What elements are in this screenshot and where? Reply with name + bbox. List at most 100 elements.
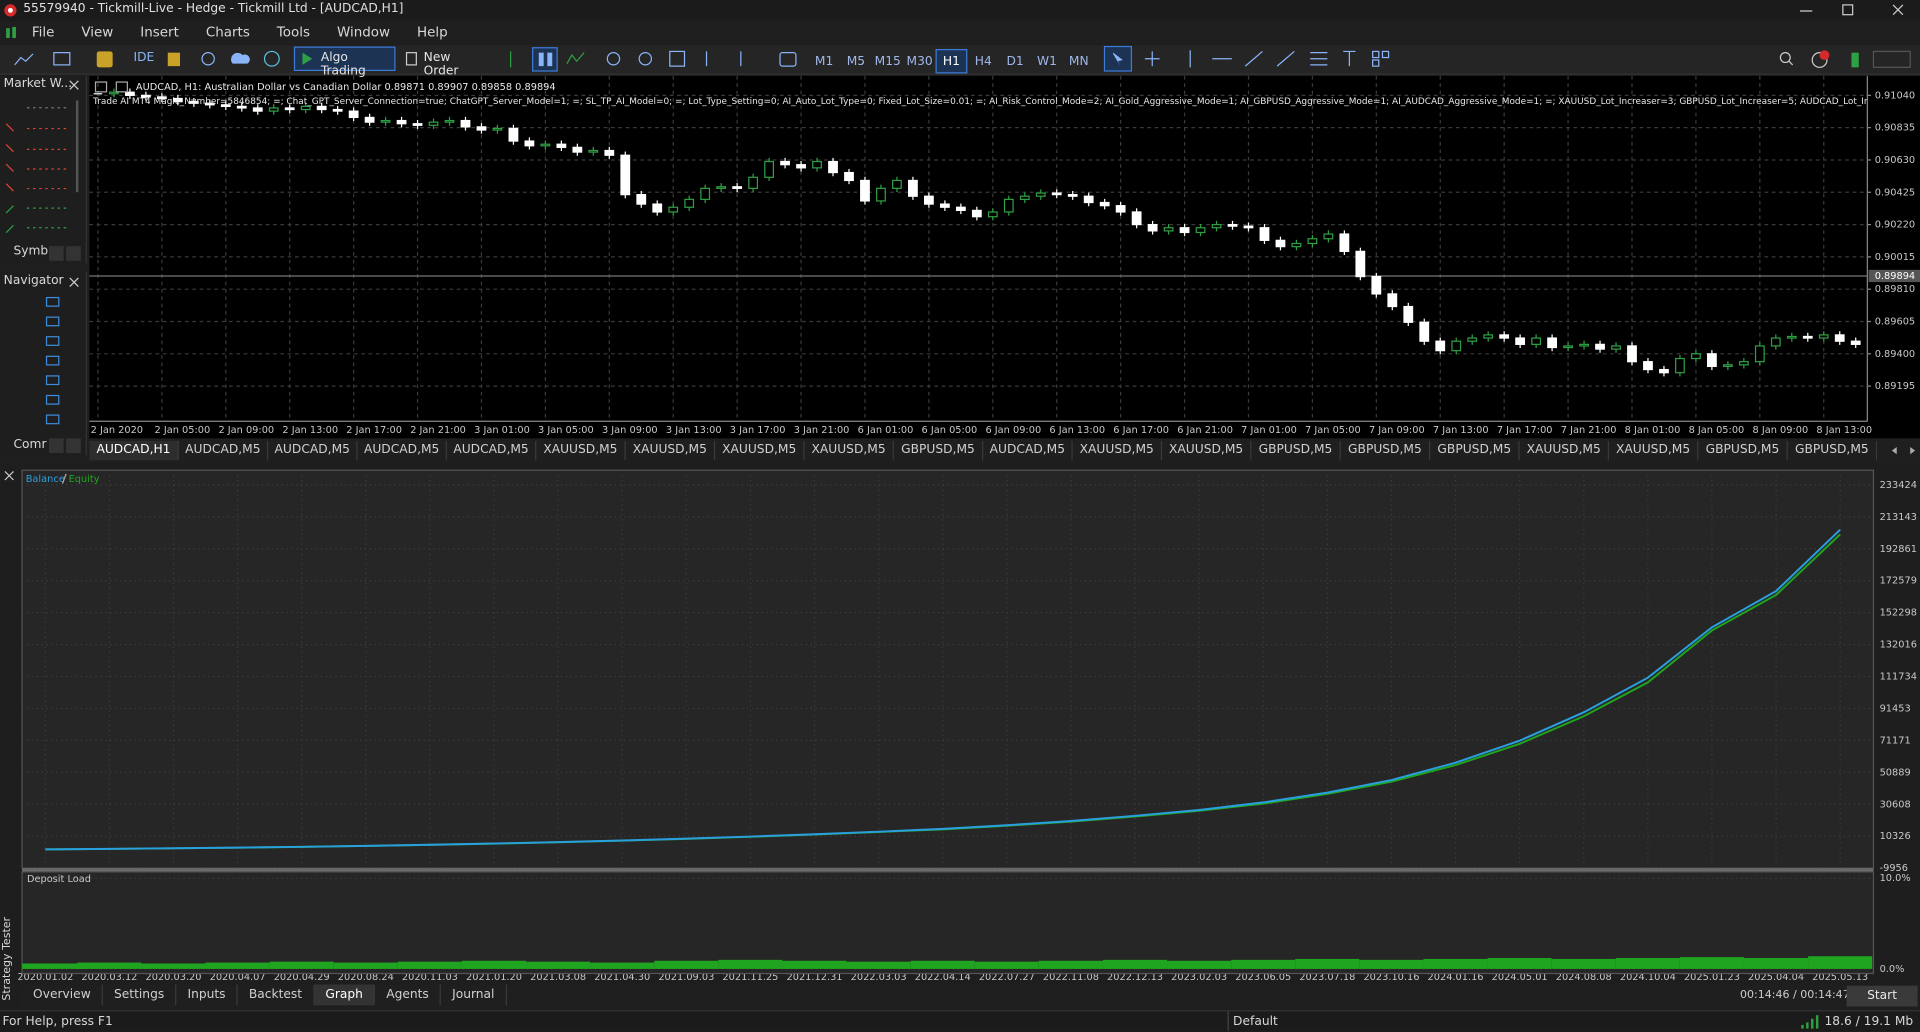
y-tick-label: 0.90835 bbox=[1875, 123, 1915, 134]
x-tick-label: 3 Jan 01:00 bbox=[474, 425, 530, 436]
chart-tab[interactable]: GBPUSD,M5 bbox=[1341, 440, 1431, 461]
title-bar: 55579940 - Tickmill-Live - Hedge - Tickm… bbox=[0, 0, 1920, 21]
menu-item[interactable]: Charts bbox=[205, 24, 250, 41]
chart-tab[interactable]: GBPUSD,M5 bbox=[1251, 440, 1341, 461]
candle bbox=[1067, 194, 1078, 197]
timeframe-button[interactable]: M1 bbox=[814, 55, 834, 69]
chart-tab[interactable]: AUDCAD,M5 bbox=[179, 440, 269, 461]
tester-tab[interactable]: Agents bbox=[375, 984, 442, 1006]
chart-tab[interactable]: XAUUSD,M5 bbox=[1162, 440, 1252, 461]
menu-item[interactable]: Help bbox=[416, 24, 448, 41]
chart-tab[interactable]: GBPUSD,M5 bbox=[894, 440, 984, 461]
candle bbox=[1387, 293, 1398, 308]
tab-scroll[interactable] bbox=[1877, 441, 1920, 461]
candle bbox=[348, 110, 359, 119]
timeframe-button[interactable]: M15 bbox=[874, 55, 901, 69]
window-controls[interactable] bbox=[1788, 0, 1920, 21]
y-tick-label: 192861 bbox=[1880, 544, 1917, 555]
new-order-button[interactable]: New Order bbox=[402, 47, 488, 78]
legend-entry: Balance bbox=[26, 474, 65, 485]
candle bbox=[188, 101, 199, 104]
x-tick-label: 7 Jan 17:00 bbox=[1497, 425, 1553, 436]
tester-tab[interactable]: Graph bbox=[314, 984, 376, 1006]
timeframe-button[interactable]: W1 bbox=[1036, 55, 1057, 69]
timeframe-button[interactable]: M30 bbox=[906, 55, 933, 69]
toolbar-icons-2 bbox=[510, 47, 797, 72]
candle bbox=[284, 107, 295, 111]
chart-tab[interactable]: AUDCAD,H1 bbox=[89, 440, 179, 461]
y-tick-label: 0.89810 bbox=[1875, 284, 1915, 295]
tester-tab[interactable]: Backtest bbox=[238, 984, 315, 1006]
algo-trading-button[interactable]: Algo Trading bbox=[293, 46, 396, 78]
chart-tab[interactable]: AUDCAD,M5 bbox=[268, 440, 358, 461]
chart-tab[interactable]: XAUUSD,M5 bbox=[1073, 440, 1163, 461]
bar bbox=[1551, 958, 1616, 969]
chart-tab[interactable]: XAUUSD,M5 bbox=[1609, 440, 1699, 461]
candle bbox=[380, 119, 391, 123]
candle bbox=[524, 140, 535, 147]
tester-close[interactable] bbox=[0, 463, 18, 487]
toolbar-right bbox=[1779, 50, 1911, 68]
y-tick-label: 71171 bbox=[1880, 735, 1911, 746]
x-tick-label: 6 Jan 13:00 bbox=[1049, 425, 1105, 436]
candle bbox=[892, 179, 902, 189]
chart-tab[interactable]: XAUUSD,M5 bbox=[536, 440, 626, 461]
candle bbox=[332, 108, 343, 112]
chart-tab[interactable]: GBPUSD,M5 bbox=[1698, 440, 1788, 461]
tester-tabs: Overview Settings Inputs Backtest Graph Agent… bbox=[22, 984, 507, 1006]
timeframe-button[interactable]: H1 bbox=[935, 48, 968, 74]
menu-item[interactable]: File bbox=[31, 24, 55, 41]
bar bbox=[1487, 958, 1552, 969]
chart-tab[interactable]: XAUUSD,M5 bbox=[715, 440, 805, 461]
menu-item[interactable]: Window bbox=[336, 24, 391, 41]
chart-tab[interactable]: XAUUSD,M5 bbox=[1520, 440, 1609, 461]
candle bbox=[764, 160, 775, 178]
candle bbox=[860, 179, 870, 202]
y-tick-label: 213143 bbox=[1880, 512, 1917, 523]
chart-tab[interactable]: AUDCAD,M5 bbox=[983, 440, 1073, 461]
x-tick-label: 8 Jan 05:00 bbox=[1689, 425, 1745, 436]
menu-item[interactable]: Insert bbox=[140, 24, 179, 41]
candle bbox=[812, 160, 822, 169]
chart-tab[interactable]: GBPUSD,M5 bbox=[1430, 440, 1520, 461]
menu-item[interactable]: Tools bbox=[276, 24, 311, 41]
candle bbox=[252, 107, 263, 112]
x-tick-label: 2020.03.20 bbox=[146, 972, 202, 983]
candle bbox=[620, 154, 631, 196]
chart-tab[interactable]: XAUUSD,M5 bbox=[626, 440, 716, 461]
candle bbox=[1435, 340, 1446, 352]
bar bbox=[1231, 959, 1296, 969]
candle bbox=[1371, 275, 1382, 295]
chart-tab[interactable]: AUDCAD,M5 bbox=[358, 440, 447, 461]
x-tick-label: 2021.09.03 bbox=[658, 972, 714, 983]
ide-button[interactable]: IDE bbox=[133, 51, 155, 65]
panel-tab[interactable]: Comr bbox=[13, 438, 47, 452]
x-tick-label: 7 Jan 21:00 bbox=[1561, 425, 1617, 436]
tester-tab[interactable]: Overview bbox=[22, 984, 103, 1006]
tester-tab[interactable]: Inputs bbox=[176, 984, 238, 1006]
candle bbox=[1531, 337, 1542, 345]
chart-tab[interactable]: GBPUSD,M5 bbox=[1788, 440, 1878, 461]
tester-tab[interactable]: Settings bbox=[103, 984, 177, 1006]
timeframe-button[interactable]: D1 bbox=[1006, 55, 1024, 69]
chart-tab[interactable]: XAUUSD,M5 bbox=[804, 440, 894, 461]
candle bbox=[1291, 242, 1302, 248]
chart-header bbox=[94, 81, 128, 93]
bar bbox=[526, 961, 591, 969]
timeframe-button[interactable]: H4 bbox=[974, 55, 992, 69]
y-tick-label: 10.0% bbox=[1880, 873, 1911, 884]
menu-item[interactable]: View bbox=[81, 24, 114, 41]
timeframe-button[interactable]: MN bbox=[1068, 55, 1089, 69]
start-button[interactable]: Start bbox=[1846, 985, 1918, 1007]
candle bbox=[1307, 238, 1318, 245]
x-tick-label: 2 Jan 13:00 bbox=[282, 425, 338, 436]
y-tick-label: 0.90425 bbox=[1875, 187, 1915, 198]
panel-tab[interactable]: Symb bbox=[13, 244, 49, 259]
x-tick-label: 2024.10.04 bbox=[1620, 972, 1676, 983]
toolbar: IDE Algo Trading New Order M1 M5 M15 M30 H1 H… bbox=[0, 45, 1920, 78]
tester-tab[interactable]: Journal bbox=[441, 984, 507, 1006]
timeframe-button[interactable]: M5 bbox=[846, 55, 866, 69]
chart-tab[interactable]: AUDCAD,M5 bbox=[447, 440, 537, 461]
x-tick-label: 2020.03.12 bbox=[81, 972, 137, 983]
candle bbox=[939, 203, 950, 208]
